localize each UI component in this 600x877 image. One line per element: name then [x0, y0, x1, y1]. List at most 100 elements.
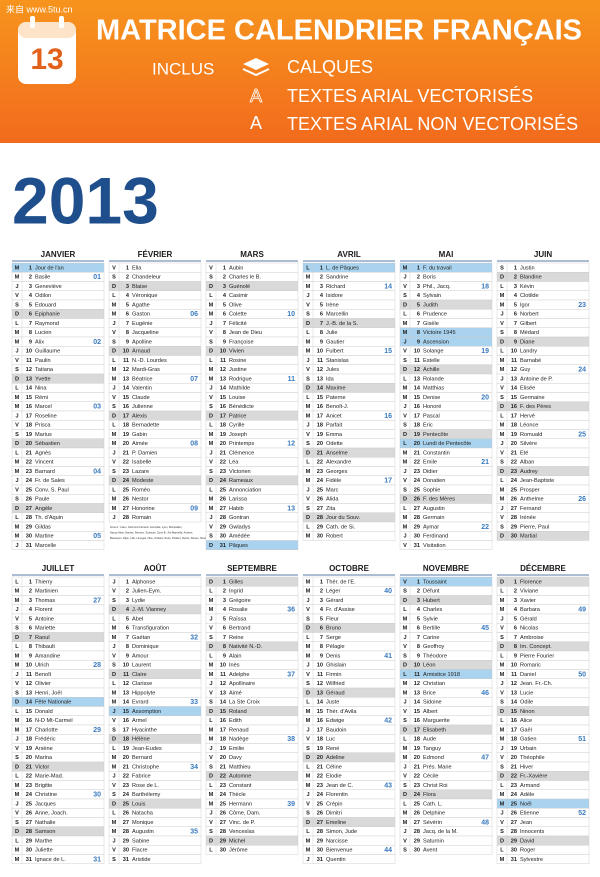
- weekday: L: [500, 653, 504, 659]
- day-number: 6: [126, 312, 129, 318]
- saint-name: Irénée: [520, 515, 536, 521]
- saint-name: Tanguy: [423, 746, 441, 752]
- saint-name: Cath. L.: [423, 801, 443, 807]
- weekday: M: [209, 801, 214, 807]
- saint-name: Epiphanie: [35, 312, 60, 318]
- saint-name: Joseph: [229, 432, 247, 438]
- saint-name: Avent: [423, 848, 438, 854]
- saint-name: Hippolyte: [132, 690, 155, 696]
- saint-name: Germain: [423, 515, 444, 521]
- saint-name: Donald: [35, 709, 53, 715]
- day-number: 21: [317, 764, 323, 770]
- weekday: J: [306, 727, 309, 733]
- month: JANVIER M 1 Jour de l'an M 2 Basile 01 J 3 Geneviè…: [11, 250, 105, 550]
- day-number: 17: [317, 413, 323, 419]
- weekday: L: [306, 460, 310, 466]
- saint-name: Rosalie: [229, 607, 248, 613]
- day-number: 16: [220, 718, 226, 724]
- day-number: 8: [29, 644, 32, 650]
- weekday: S: [209, 635, 213, 641]
- weekday: M: [403, 265, 408, 271]
- day-number: 23: [414, 783, 420, 789]
- saint-name: Baudoin: [326, 727, 347, 733]
- day-number: 20: [123, 755, 129, 761]
- day-number: 22: [26, 460, 32, 466]
- saint-name: Honoré: [423, 404, 441, 410]
- weekday: V: [403, 579, 407, 585]
- day-number: 19: [511, 432, 517, 438]
- saint-name: Gaétan: [132, 635, 150, 641]
- day-number: 5: [223, 616, 226, 622]
- month: MARS V 1 Aubin S 2 Charles le B. D 3 Guénolé L 4 Cas…: [205, 250, 299, 550]
- saint-name: Victoire 1945: [423, 330, 456, 336]
- weekday: M: [112, 441, 117, 447]
- day-number: 20: [317, 755, 323, 761]
- day-number: 5: [126, 302, 129, 308]
- weekday: D: [209, 709, 213, 715]
- weekday: D: [403, 727, 407, 733]
- day-number: 7: [29, 321, 32, 327]
- weekday: L: [209, 293, 213, 299]
- saint-name: Gisèle: [423, 321, 439, 327]
- day-number: 17: [220, 413, 226, 419]
- weekday: V: [112, 848, 116, 854]
- month-name: OCTOBRE: [329, 564, 370, 573]
- weekday: D: [500, 275, 504, 281]
- weekday: J: [500, 811, 503, 817]
- saint-name: Davy: [229, 755, 242, 761]
- day-number: 27: [220, 820, 226, 826]
- day-row: [496, 327, 590, 338]
- day-number: 27: [123, 506, 129, 512]
- day-number: 3: [223, 284, 226, 290]
- saint-name: Conv. S. Paul: [35, 487, 69, 493]
- day-number: 17: [414, 413, 420, 419]
- weekday: V: [306, 607, 310, 613]
- month: AVRIL L 1 L. de Pâques M 2 Sandrine M 3 Richard 14…: [302, 250, 396, 541]
- day-row: [205, 650, 299, 661]
- weekday: V: [306, 432, 310, 438]
- day-row: [302, 299, 396, 310]
- saint-name: Cyrille: [229, 423, 245, 429]
- saint-name: Aude: [423, 737, 436, 743]
- day-number: 14: [511, 700, 518, 706]
- day-row: [11, 641, 105, 652]
- weekday: M: [306, 339, 311, 345]
- saint-name: Julie: [326, 330, 338, 336]
- saint-name: Assomption: [132, 709, 161, 715]
- saint-name: Yvette: [35, 376, 51, 382]
- weekday: D: [306, 386, 310, 392]
- day-row: [205, 281, 299, 291]
- saint-name: Jacq. de la M.: [423, 829, 458, 835]
- saint-name: Ferdinand: [423, 534, 448, 540]
- weekday: J: [403, 635, 406, 641]
- day-number: 29: [26, 838, 32, 844]
- day-row: [108, 262, 202, 273]
- saint-name: Audrey: [520, 469, 538, 475]
- saint-name: Sidoine: [423, 700, 442, 706]
- saint-name: Achille: [423, 367, 439, 373]
- saint-name: Flora: [423, 792, 437, 798]
- day-number: 27: [26, 506, 32, 512]
- weekday: V: [209, 755, 213, 761]
- week-number: 09: [190, 505, 198, 512]
- day-number: 20: [511, 755, 517, 761]
- day-number: 3: [320, 598, 323, 604]
- weekday: M: [306, 589, 311, 595]
- day-number: 18: [511, 737, 517, 743]
- weekday: S: [500, 330, 504, 336]
- header-item: TEXTES ARIAL NON VECTORISÉS: [287, 114, 578, 134]
- saint-name: Urbain: [520, 746, 536, 752]
- saint-name: Côme, Dam.: [229, 811, 261, 817]
- weekday: M: [15, 275, 20, 281]
- week-number: 33: [190, 699, 198, 706]
- day-number: 9: [417, 339, 420, 345]
- day-row: [11, 327, 105, 338]
- day-number: 1: [126, 265, 129, 271]
- week-number: 50: [578, 671, 586, 678]
- saint-name: Zita: [326, 506, 336, 512]
- weekday: D: [306, 626, 310, 632]
- month-name: DÉCEMBRE: [520, 564, 566, 573]
- saint-name: Antoine de P.: [520, 376, 553, 382]
- day-number: 8: [417, 330, 420, 336]
